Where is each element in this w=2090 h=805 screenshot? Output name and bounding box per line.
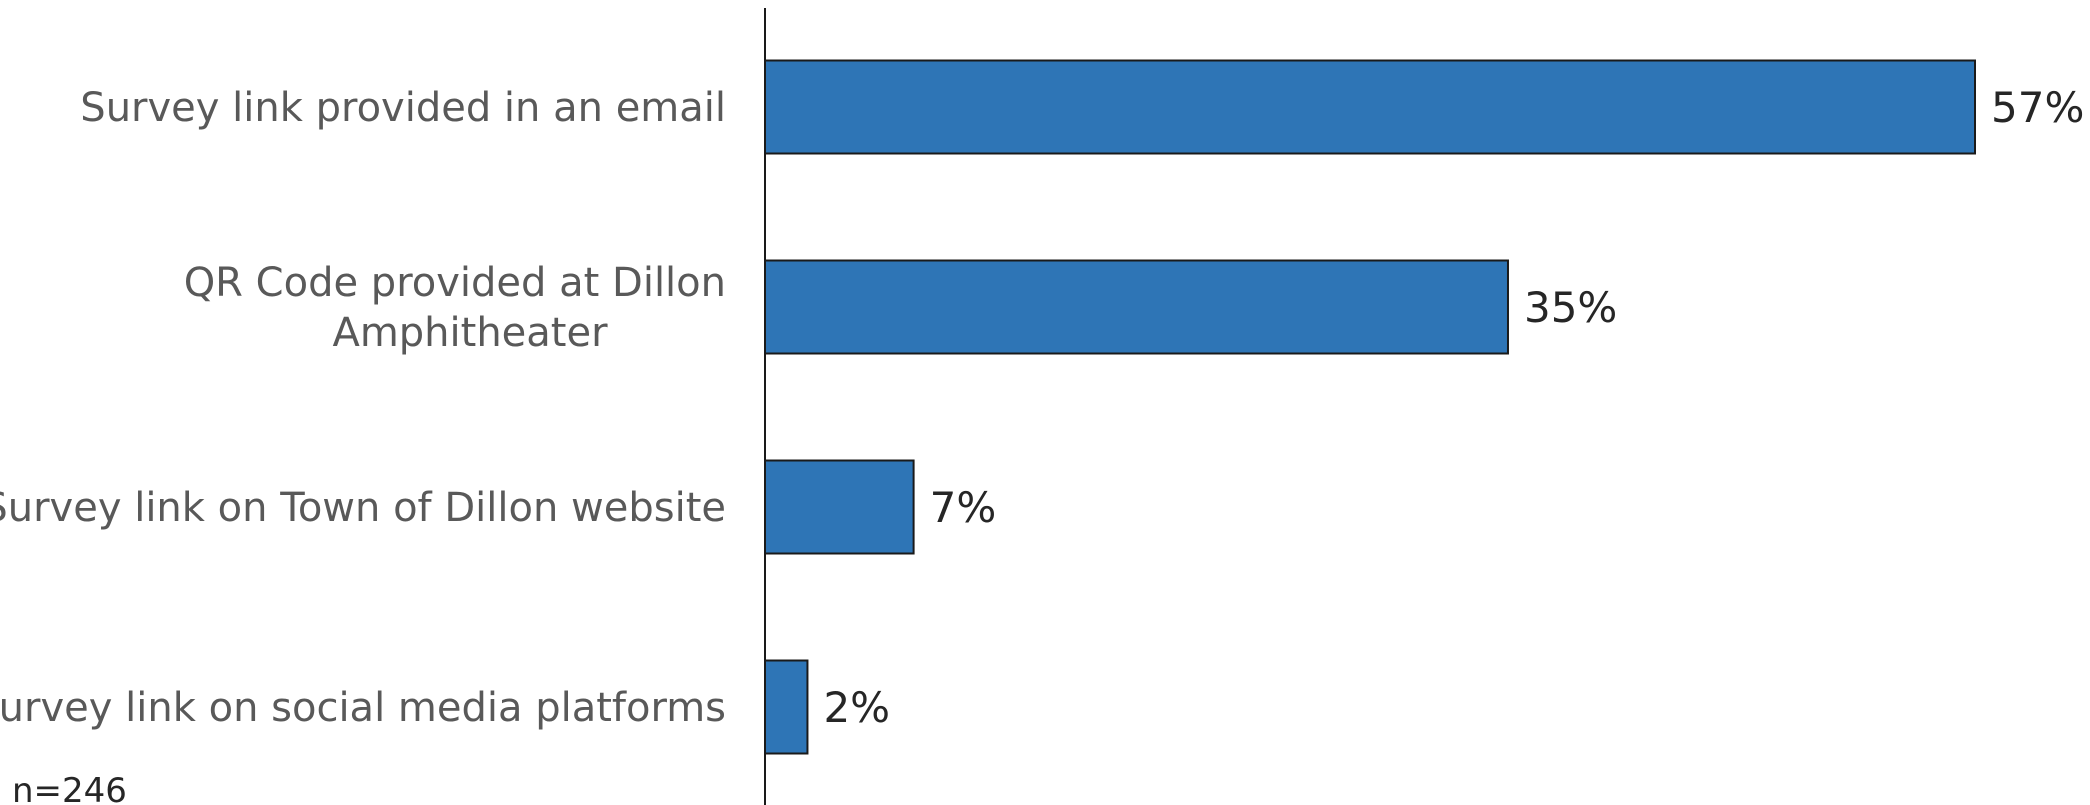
value-label-2: 35% [1524, 283, 1617, 332]
bars-group [764, 59, 1976, 755]
category-label-2-line-2: Amphitheater [332, 310, 608, 356]
category-label-4: Survey link on social media platforms [0, 685, 726, 731]
category-labels-group: Survey link provided in an email QR Code … [0, 85, 726, 731]
sample-size-note: n=246 [12, 771, 127, 805]
value-label-3: 7% [930, 483, 997, 532]
value-label-1: 57% [1991, 83, 2084, 132]
category-label-1: Survey link provided in an email [80, 85, 726, 131]
value-labels-group: 57% 35% 7% 2% [823, 83, 2084, 732]
category-label-2-line-1: QR Code provided at Dillon [184, 260, 726, 306]
value-label-4: 2% [823, 683, 890, 732]
bar-1 [764, 59, 1976, 155]
bar-4 [764, 659, 809, 755]
bar-2 [764, 259, 1509, 355]
bar-3 [764, 459, 915, 555]
category-label-3: Survey link on Town of Dillon website [0, 485, 726, 531]
